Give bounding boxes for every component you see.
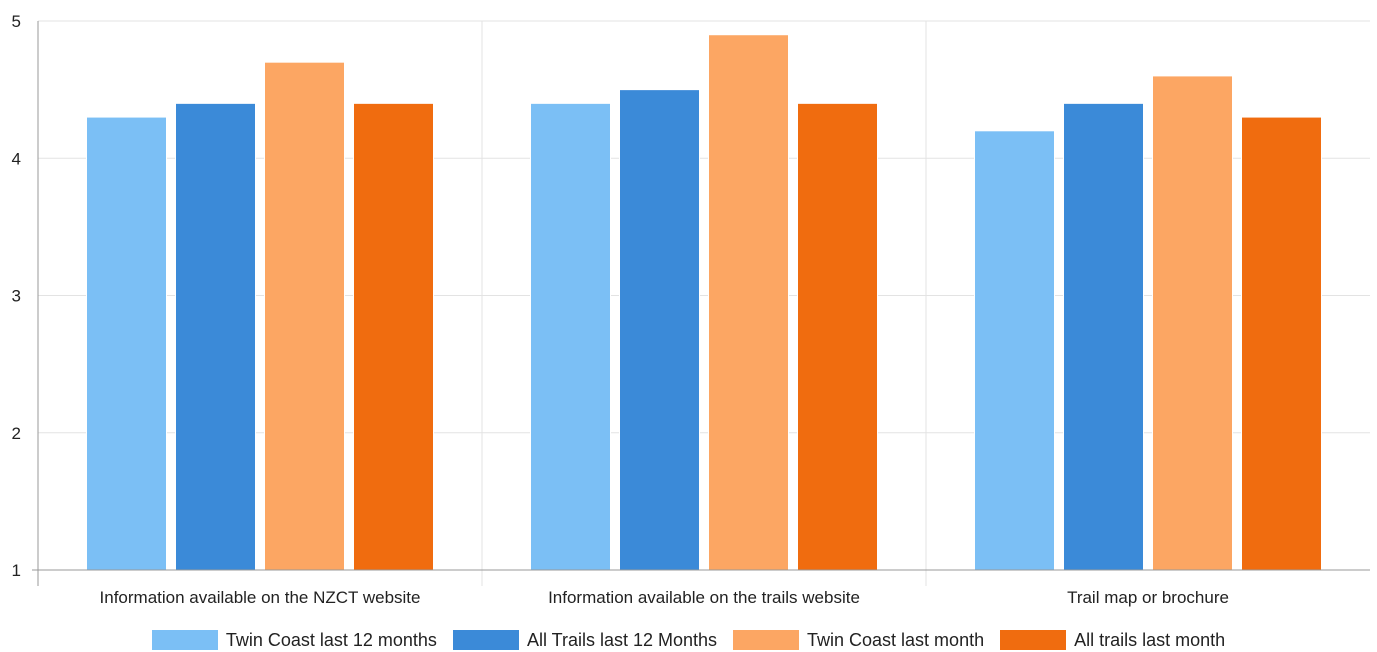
y-tick-label: 4 — [12, 149, 21, 168]
x-category-label: Information available on the trails webs… — [548, 588, 860, 607]
chart-legend: Twin Coast last 12 months All Trails last… — [0, 628, 1377, 652]
y-tick-label: 1 — [12, 561, 21, 580]
bar — [175, 102, 256, 571]
bars — [86, 34, 1322, 571]
legend-item: Twin Coast last 12 months — [151, 629, 437, 651]
legend-label: All trails last month — [1074, 629, 1226, 650]
legend-item: All trails last month — [1000, 630, 1225, 651]
axis-labels: 1 2 3 4 5 Information available on the NZCT w… — [12, 12, 1229, 607]
bar — [1152, 75, 1233, 571]
gridlines — [38, 20, 1370, 586]
legend-item: All Trails last 12 Months — [452, 629, 718, 651]
legend-label: Twin Coast last 12 months — [225, 629, 437, 650]
bar-chart: 1 2 3 4 5 Information available on the NZCT w… — [12, 12, 1370, 607]
legend-swatch — [1000, 630, 1067, 650]
x-category-label: Information available on the NZCT websit… — [100, 588, 421, 607]
bar — [797, 102, 878, 571]
legend-swatch — [733, 630, 800, 650]
bar — [1241, 116, 1322, 571]
axes — [32, 21, 1370, 586]
legend-swatch — [452, 630, 519, 650]
y-tick-label: 5 — [12, 12, 21, 31]
legend-label: Twin Coast last month — [807, 629, 985, 650]
legend-label: All Trails last 12 Months — [526, 629, 718, 650]
bar — [264, 61, 345, 571]
x-category-label: Trail map or brochure — [1067, 588, 1229, 607]
legend-item: Twin Coast last month — [733, 630, 984, 651]
bar — [974, 130, 1055, 571]
bar — [619, 89, 700, 571]
bar — [1063, 102, 1144, 571]
y-tick-label: 3 — [12, 287, 21, 306]
bar — [353, 102, 434, 571]
bar — [530, 102, 611, 571]
bar — [86, 116, 167, 571]
legend-swatch — [151, 630, 218, 650]
y-tick-label: 2 — [12, 424, 21, 443]
bar — [708, 34, 789, 571]
